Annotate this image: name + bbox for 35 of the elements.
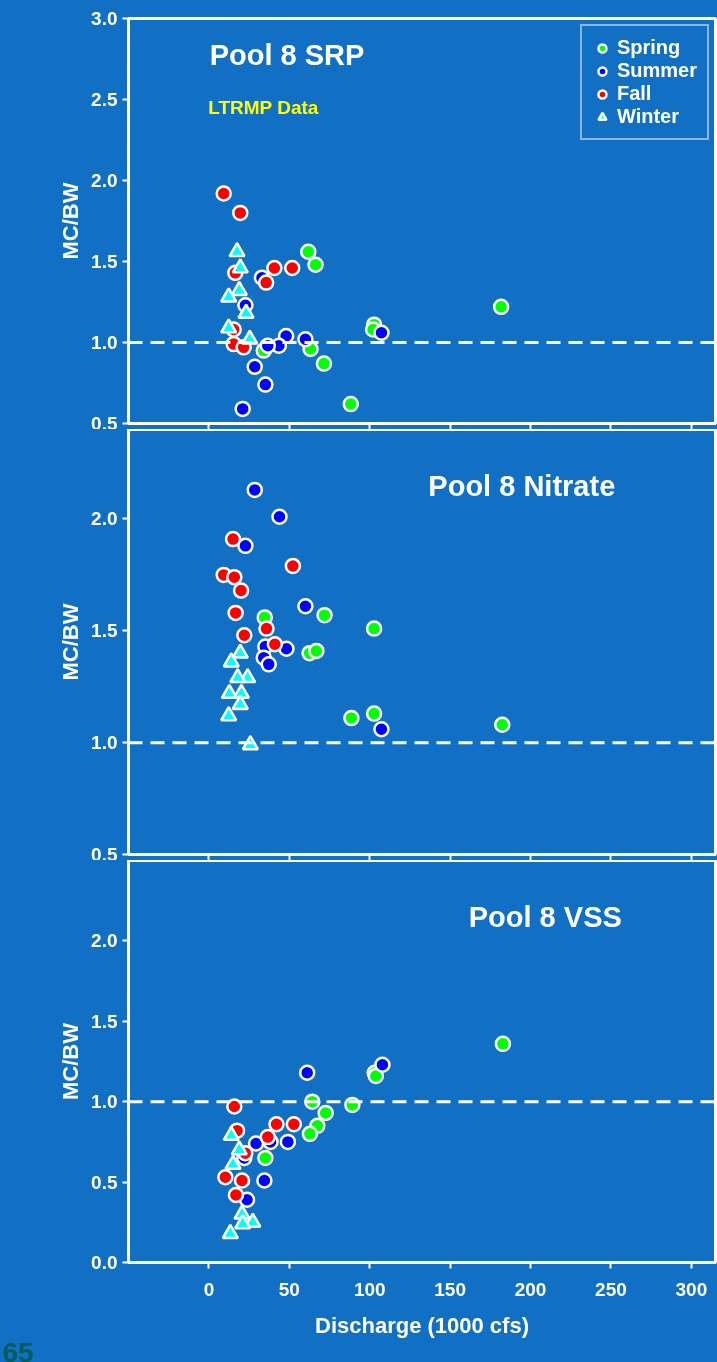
legend-label: Summer xyxy=(616,59,697,82)
x-tick-label: 150 xyxy=(434,1278,466,1300)
y-tick-label: 1.5 xyxy=(91,620,118,642)
y-axis-title: MC/BW xyxy=(58,1022,84,1100)
y-axis-title: MC/BW xyxy=(58,603,84,681)
x-tick-label: 300 xyxy=(675,1278,708,1300)
x-tick-label: 200 xyxy=(514,1278,547,1300)
legend-label: Spring xyxy=(616,36,681,59)
x-tick-label: 50 xyxy=(278,1278,300,1300)
x-tick-label: 0 xyxy=(203,1278,215,1300)
text: Pool 8 Nitrate xyxy=(428,470,616,503)
text: Pool 8 VSS xyxy=(468,900,622,933)
y-tick-label: 1.5 xyxy=(91,1010,118,1032)
y-tick-label: 2.0 xyxy=(91,170,118,191)
y-tick-label: 3.0 xyxy=(91,8,118,29)
y-tick-label: 0.5 xyxy=(91,412,118,434)
y-tick-label: 1.0 xyxy=(91,332,118,353)
y-tick-label: 0.5 xyxy=(91,843,118,865)
legend-label: Winter xyxy=(616,105,680,128)
y-tick-label: 2.5 xyxy=(91,89,118,110)
x-tick-label: 250 xyxy=(595,1278,627,1300)
y-tick-label: 1.0 xyxy=(91,1091,118,1113)
y-tick-label: 2.0 xyxy=(91,508,118,530)
x-tick-label: 100 xyxy=(353,1278,386,1300)
y-tick-label: 2.0 xyxy=(91,930,118,952)
y-axis-title: MC/BW xyxy=(58,182,84,260)
y-tick-label: 0.0 xyxy=(91,1252,118,1273)
y-tick-label: 1.0 xyxy=(91,732,118,754)
annotation: LTRMP Data xyxy=(208,97,319,119)
text: Pool 8 SRP xyxy=(209,38,365,71)
text: 65 xyxy=(2,1336,34,1362)
y-tick-label: 0.5 xyxy=(91,1171,118,1193)
legend-label: Fall xyxy=(616,82,652,105)
x-axis-title: Discharge (1000 cfs) xyxy=(315,1312,529,1338)
y-tick-label: 1.5 xyxy=(91,251,118,272)
